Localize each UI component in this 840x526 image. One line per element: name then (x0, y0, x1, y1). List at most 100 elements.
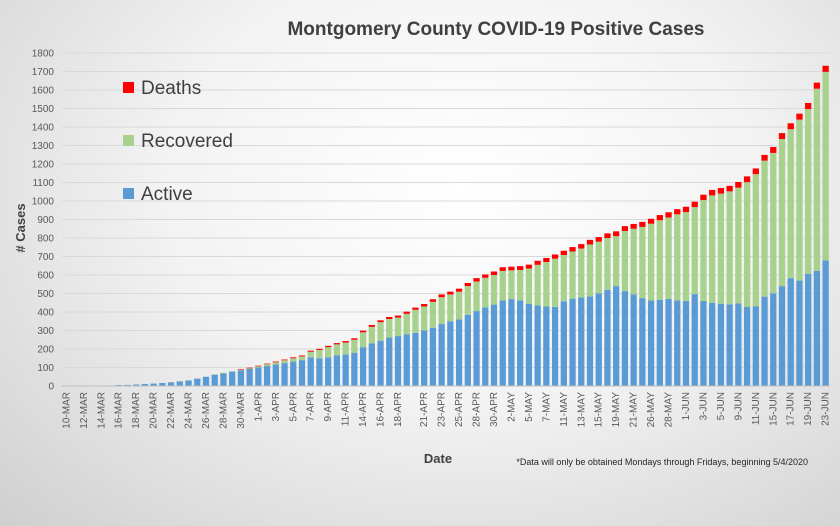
x-tick-label: 20-MAR (149, 392, 160, 429)
bar-active (761, 296, 768, 386)
bar-deaths (237, 369, 245, 370)
bar-active (133, 384, 140, 386)
y-tick-label: 1600 (32, 86, 55, 97)
bar-recovered (351, 339, 358, 353)
bar-active (229, 371, 236, 386)
x-tick-label: 17-JUN (786, 392, 797, 426)
bar-recovered (778, 139, 786, 287)
bar-active (246, 368, 253, 386)
bar-active (351, 352, 358, 386)
bar-active (455, 319, 463, 386)
legend-swatch-deaths (123, 82, 134, 93)
bar-deaths (263, 363, 271, 365)
bar-recovered (281, 360, 288, 364)
bar-deaths (455, 288, 463, 292)
bar-recovered (272, 362, 279, 365)
bar-recovered (499, 270, 506, 301)
bar-recovered (700, 200, 707, 301)
bar-active (438, 324, 445, 386)
bar-active (290, 361, 297, 386)
bar-recovered (674, 214, 681, 301)
x-tick-label: 10-MAR (61, 392, 72, 429)
bar-active (124, 384, 131, 386)
bar-recovered (377, 322, 384, 341)
x-tick-label: 23-JUN (821, 392, 832, 426)
bar-deaths (665, 212, 672, 218)
y-tick-label: 900 (37, 215, 54, 226)
bar-deaths (551, 254, 559, 259)
bar-active (735, 303, 742, 386)
bar-deaths (822, 65, 829, 72)
bar-active (159, 383, 166, 386)
bar-recovered (255, 366, 262, 368)
bar-recovered (342, 342, 349, 355)
y-tick-label: 1100 (32, 178, 54, 189)
x-tick-label: 1-JUN (681, 392, 692, 420)
bar-deaths (761, 154, 768, 161)
x-tick-label: 7-MAY (541, 392, 552, 422)
x-tick-label: 18-MAR (131, 392, 142, 429)
bar-active (639, 298, 646, 386)
bar-active (578, 297, 585, 386)
bar-recovered (621, 230, 629, 292)
y-tick-label: 500 (37, 289, 54, 300)
bar-recovered (787, 129, 794, 279)
y-tick-label: 300 (37, 326, 54, 337)
y-tick-label: 0 (48, 382, 54, 393)
bar-recovered (534, 264, 541, 306)
bar-recovered (246, 368, 253, 369)
bar-deaths (726, 185, 733, 192)
bar-recovered (464, 286, 471, 315)
bar-deaths (412, 307, 419, 310)
bar-active (709, 302, 716, 386)
x-tick-label: 14-APR (358, 392, 369, 427)
bar-active (569, 298, 576, 386)
bar-recovered (455, 291, 463, 320)
bar-active (787, 278, 794, 386)
bar-deaths (438, 294, 445, 298)
bar-active (386, 337, 393, 386)
bar-recovered (386, 319, 393, 338)
y-tick-label: 600 (37, 271, 54, 282)
x-tick-label: 21-MAY (629, 392, 640, 428)
x-tick-label: 16-APR (376, 392, 387, 427)
bar-recovered (735, 187, 742, 304)
bar-deaths (656, 215, 663, 221)
bar-deaths (787, 123, 794, 130)
x-tick-label: 2-MAY (506, 392, 517, 422)
bar-deaths (377, 320, 384, 323)
x-tick-label: 28-MAR (218, 392, 229, 429)
x-tick-label: 19-MAY (611, 392, 622, 428)
x-tick-label: 22-MAR (166, 392, 177, 429)
bar-active (359, 347, 367, 386)
bar-active (604, 289, 611, 386)
x-tick-label: 23-APR (437, 392, 448, 427)
bar-recovered (743, 182, 751, 308)
bar-recovered (211, 374, 218, 375)
bar-active (237, 370, 245, 386)
bar-deaths (464, 282, 471, 287)
bar-active (525, 303, 533, 386)
x-tick-label: 30-APR (489, 392, 500, 427)
x-tick-label: 11-MAY (559, 392, 570, 427)
bar-active (272, 364, 279, 386)
bar-active (508, 299, 515, 386)
chart-title: Montgomery County COVID-19 Positive Case… (287, 19, 704, 40)
bar-recovered (482, 277, 489, 308)
bar-deaths (604, 233, 611, 238)
bar-deaths (482, 274, 489, 278)
bar-recovered (359, 332, 367, 348)
x-tick-label: 14-MAR (96, 392, 107, 429)
bar-active (176, 381, 183, 386)
y-tick-label: 800 (37, 234, 54, 245)
bar-active (656, 299, 663, 386)
bar-active (682, 300, 690, 386)
bar-deaths (386, 316, 393, 320)
bar-deaths (325, 345, 332, 348)
x-tick-label: 9-APR (323, 392, 334, 421)
bar-recovered (438, 297, 445, 325)
x-tick-label: 25-APR (454, 392, 465, 427)
bar-deaths (813, 82, 821, 89)
bar-recovered (421, 306, 428, 331)
bar-recovered (709, 195, 716, 303)
